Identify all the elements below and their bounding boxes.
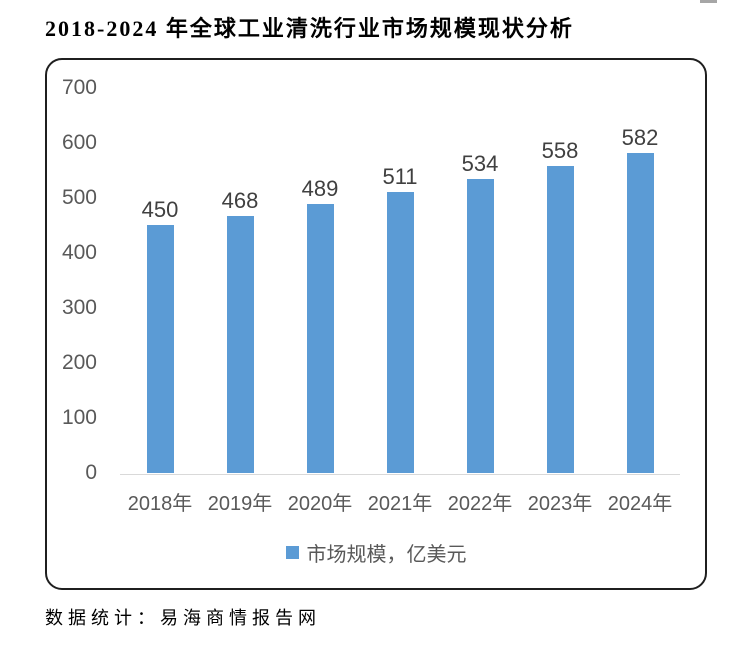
y-axis-tick-label: 100 (61, 406, 97, 429)
chart-legend: 市场规模，亿美元 (47, 538, 705, 567)
bar (627, 153, 654, 473)
x-axis-tick-label: 2020年 (287, 493, 353, 515)
legend-series-label: 市场规模，亿美元 (306, 544, 467, 566)
y-axis-tick-label: 600 (61, 131, 97, 154)
x-axis-tick-label: 2024年 (607, 493, 673, 515)
market-size-bar-chart: 0 100 200 300 400 500 600 700 450 2018年 468 2019年 48… (45, 58, 707, 590)
bar (467, 179, 494, 473)
y-axis-tick-label: 300 (61, 296, 97, 319)
bar-value-label: 468 (221, 188, 259, 213)
bar-value-label: 582 (621, 125, 659, 150)
x-axis-tick-label: 2018年 (127, 493, 193, 515)
screen-edge-artifact (700, 0, 717, 3)
x-axis-tick-label: 2019年 (207, 493, 273, 515)
bar-value-label: 450 (141, 197, 179, 222)
x-axis-tick-label: 2023年 (527, 493, 593, 515)
bar (227, 216, 254, 473)
x-axis-tick-label: 2021年 (367, 493, 433, 515)
bar-value-label: 534 (461, 151, 499, 176)
x-axis-tick-label: 2022年 (447, 493, 513, 515)
bar (307, 204, 334, 473)
bar-value-label: 511 (382, 164, 418, 189)
bar (147, 225, 174, 473)
plot-area: 0 100 200 300 400 500 600 700 450 2018年 468 2019年 48… (47, 60, 705, 588)
y-axis-tick-label: 400 (61, 241, 97, 264)
x-axis-line (120, 474, 680, 475)
y-axis-tick-label: 0 (85, 461, 97, 484)
y-axis-tick-label: 500 (61, 186, 97, 209)
data-source-note: 数据统计：易海商情报告网 (45, 608, 321, 628)
legend-swatch-icon (285, 546, 299, 559)
bar-value-label: 489 (301, 176, 339, 201)
y-axis-tick-label: 700 (61, 76, 97, 99)
y-axis-tick-label: 200 (61, 351, 97, 374)
bar (547, 166, 574, 473)
page-title: 2018-2024 年全球工业清洗行业市场规模现状分析 (45, 16, 574, 41)
bar-value-label: 558 (541, 138, 579, 163)
bar (387, 192, 414, 473)
